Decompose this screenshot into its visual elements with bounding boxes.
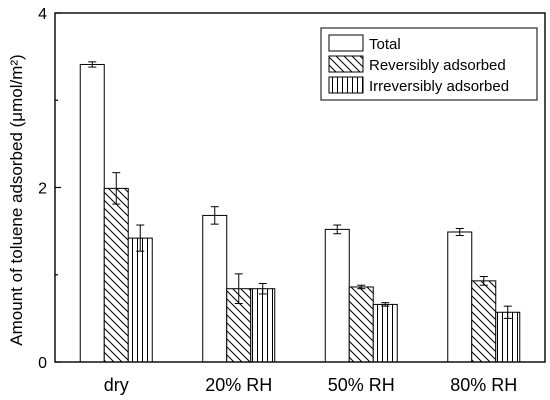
error-bar-reversibly-adsorbed-0 bbox=[112, 172, 121, 205]
legend-swatch-total bbox=[328, 34, 364, 52]
y-tick-label: 0 bbox=[38, 355, 47, 372]
error-bar-reversibly-adsorbed-1 bbox=[234, 273, 243, 305]
x-tick-label: 20% RH bbox=[205, 375, 272, 395]
x-axis-ticks: dry 20% RH 50% RH 80% RH bbox=[104, 375, 518, 395]
legend-label-irreversibly: Irreversibly adsorbed bbox=[369, 78, 509, 95]
error-bar-irreversibly-adsorbed-1 bbox=[258, 282, 267, 295]
x-tick-label: 50% RH bbox=[328, 375, 395, 395]
y-tick-label: 4 bbox=[38, 6, 47, 23]
error-bar-total-2 bbox=[333, 224, 342, 235]
bar-reversibly-adsorbed-0 bbox=[103, 187, 129, 363]
error-bar-irreversibly-adsorbed-3 bbox=[503, 305, 512, 319]
bar-total-1 bbox=[202, 214, 228, 363]
legend-label-total: Total bbox=[369, 36, 401, 53]
bar-total-0 bbox=[79, 63, 105, 363]
y-tick-label: 2 bbox=[38, 181, 47, 198]
bar-reversibly-adsorbed-3 bbox=[471, 280, 497, 363]
bar-irreversibly-adsorbed-3 bbox=[495, 311, 521, 363]
x-tick-label: 80% RH bbox=[450, 375, 517, 395]
bar-irreversibly-adsorbed-0 bbox=[127, 237, 153, 363]
error-bar-irreversibly-adsorbed-2 bbox=[381, 302, 390, 307]
bar-total-3 bbox=[447, 231, 473, 363]
bars-layer bbox=[79, 63, 521, 363]
legend-swatch-irreversibly bbox=[328, 76, 364, 94]
error-bar-reversibly-adsorbed-3 bbox=[479, 275, 488, 286]
x-tick-label: dry bbox=[104, 375, 129, 395]
error-bar-reversibly-adsorbed-2 bbox=[357, 284, 366, 290]
error-bar-irreversibly-adsorbed-0 bbox=[136, 224, 145, 252]
y-axis-ticks: 0 2 4 bbox=[38, 6, 61, 372]
error-bar-total-0 bbox=[88, 61, 97, 68]
y-axis-label: Amount of toluene adsorbed (μmol/m²) bbox=[7, 54, 26, 345]
bar-total-2 bbox=[324, 228, 350, 363]
error-bars-layer bbox=[88, 61, 512, 319]
error-bar-total-3 bbox=[455, 228, 464, 236]
bar-irreversibly-adsorbed-2 bbox=[372, 303, 398, 363]
legend-swatch-reversibly bbox=[328, 55, 364, 73]
bar-reversibly-adsorbed-2 bbox=[348, 286, 374, 363]
legend: Total Reversibly adsorbed Irreversibly a… bbox=[320, 27, 538, 101]
legend-label-reversibly: Reversibly adsorbed bbox=[369, 57, 506, 74]
error-bar-total-1 bbox=[210, 206, 219, 225]
bar-irreversibly-adsorbed-1 bbox=[250, 288, 276, 363]
